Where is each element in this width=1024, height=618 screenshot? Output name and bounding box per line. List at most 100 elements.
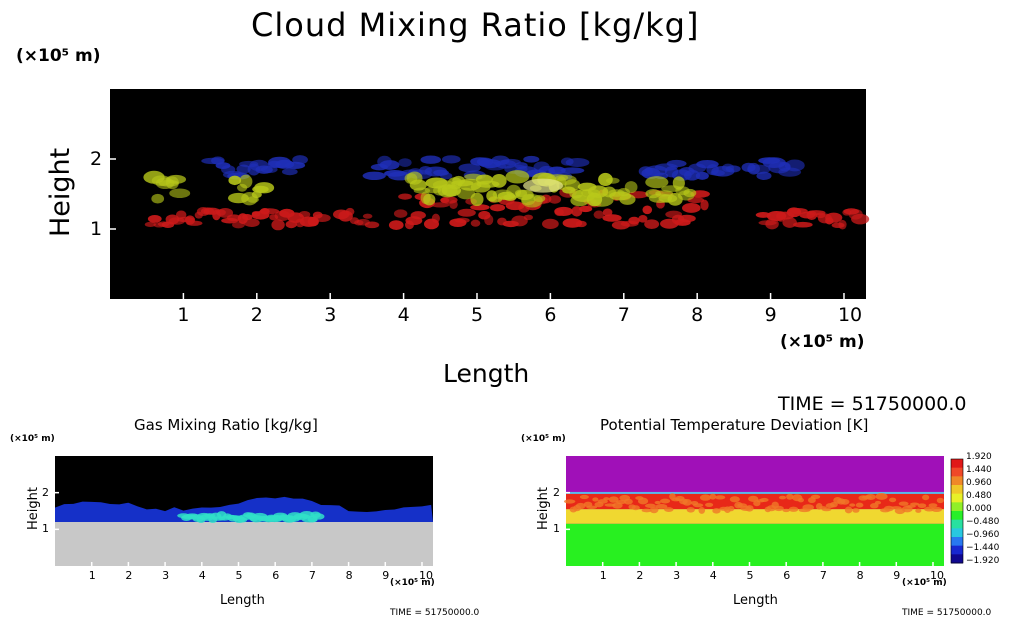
gas-x-label: Length [220, 593, 265, 608]
temp-x-unit: (×10⁵ m) [902, 578, 947, 588]
temp-orange-mark [844, 506, 853, 514]
temp-orange-mark [712, 508, 721, 514]
main-y-label: Height [45, 147, 76, 237]
temp-orange-mark [840, 498, 850, 505]
cloud-lower-mark [449, 199, 458, 209]
cloud-middle-mark [228, 175, 242, 186]
temp-orange-mark [802, 504, 814, 511]
temp-orange-mark [660, 498, 671, 504]
main-x-tick-label: 8 [691, 304, 704, 326]
gas-x-tick-label: 10 [418, 569, 433, 582]
cloud-lower-mark [226, 214, 242, 222]
cloud-middle-mark [169, 188, 191, 199]
temp-boundary-line [566, 491, 944, 494]
cloud-lower-mark [644, 219, 660, 230]
gas-x-tick-label: 4 [198, 569, 206, 582]
cloud-upper-mark [362, 171, 386, 181]
main-x-tick-label: 3 [324, 304, 337, 326]
cloud-upper-mark [441, 155, 461, 164]
temp-orange-mark [748, 495, 759, 502]
cloud-lower-mark [578, 205, 593, 213]
cloud-lower-mark [271, 219, 285, 231]
cloud-lower-mark [243, 218, 260, 227]
temp-orange-mark [759, 497, 769, 502]
gas-time-label: TIME = 51750000.0 [390, 608, 480, 618]
cloud-upper-mark [440, 172, 453, 180]
temp-orange-mark [649, 506, 659, 514]
cloud-lower-mark [362, 213, 373, 219]
cloud-lower-mark [548, 195, 562, 204]
colorbar-swatch [951, 493, 963, 503]
cloud-lower-mark [838, 219, 847, 230]
main-x-tick-label: 1 [177, 304, 190, 326]
cloud-lower-mark [431, 213, 440, 223]
temp-colorbar [950, 458, 964, 564]
cloud-lower-mark [554, 206, 573, 216]
temp-y-label: Height [536, 487, 551, 530]
temp-time-label: TIME = 51750000.0 [902, 608, 992, 618]
cloud-middle-mark [423, 193, 436, 206]
temp-orange-mark [778, 495, 787, 500]
cloud-lower-mark [682, 203, 701, 213]
temp-orange-mark [637, 497, 649, 505]
temp-orange-mark [810, 494, 821, 499]
cloud-lower-mark [489, 204, 506, 212]
colorbar-swatch [951, 467, 963, 477]
colorbar-swatch [951, 476, 963, 486]
cloud-lower-mark [144, 221, 157, 227]
cloud-lower-mark [793, 221, 813, 228]
temp-y-unit: (×10⁵ m) [521, 434, 566, 444]
temp-orange-mark [669, 493, 676, 500]
temp-x-tick-label: 5 [746, 569, 754, 582]
colorbar-label: 0.960 [966, 478, 992, 488]
cloud-lower-mark [313, 213, 331, 223]
main-x-tick-label: 6 [544, 304, 557, 326]
main-x-tick-label: 9 [764, 304, 777, 326]
temp-orange-mark [616, 500, 627, 505]
temp-x-tick-label: 10 [929, 569, 944, 582]
temp-orange-mark [714, 495, 726, 500]
temp-x-tick-label: 4 [709, 569, 717, 582]
cloud-lower-mark [457, 208, 476, 217]
temp-orange-mark [597, 499, 608, 504]
colorbar-label: 1.920 [966, 452, 992, 462]
cloud-core-mark [523, 178, 564, 193]
cloud-middle-mark [619, 193, 636, 205]
temp-orange-mark [782, 508, 790, 513]
temp-orange-mark [623, 498, 633, 505]
temp-orange-mark [889, 497, 897, 503]
colorbar-swatch [951, 502, 963, 512]
colorbar-swatch [951, 511, 963, 521]
cloud-middle-mark [645, 176, 669, 189]
cloud-middle-mark [456, 187, 476, 200]
cloud-middle-mark [605, 177, 620, 184]
temp-orange-mark [586, 505, 598, 509]
cloud-lower-mark [628, 216, 640, 225]
main-x-tick-label: 5 [470, 304, 484, 326]
main-y-tick-label: 2 [90, 148, 103, 170]
gas-plot [55, 456, 433, 566]
main-x-tick-label: 7 [617, 304, 630, 326]
main-y-tick-label: 1 [90, 218, 103, 240]
temp-orange-mark [655, 503, 668, 509]
temp-orange-mark [709, 493, 716, 500]
temp-orange-mark [729, 496, 740, 503]
temp-orange-mark [928, 503, 938, 508]
gas-x-tick-label: 6 [272, 569, 280, 582]
cloud-middle-mark [505, 170, 530, 184]
gas-x-tick-label: 1 [88, 569, 96, 582]
cloud-lower-mark [398, 193, 412, 200]
gas-x-tick-label: 9 [382, 569, 390, 582]
gas-lower-region [55, 522, 433, 566]
cloud-lower-mark [511, 215, 528, 227]
main-x-unit: (×10⁵ m) [780, 332, 865, 352]
colorbar-label: −1.440 [966, 543, 1000, 553]
cloud-lower-mark [700, 199, 709, 211]
cloud-middle-mark [470, 192, 484, 207]
temp-orange-mark [682, 498, 692, 506]
cloud-lower-mark [388, 220, 404, 230]
temp-orange-mark [786, 493, 794, 500]
temp-orange-mark [917, 503, 927, 509]
colorbar-frame [950, 458, 964, 564]
temp-orange-mark [852, 507, 860, 513]
